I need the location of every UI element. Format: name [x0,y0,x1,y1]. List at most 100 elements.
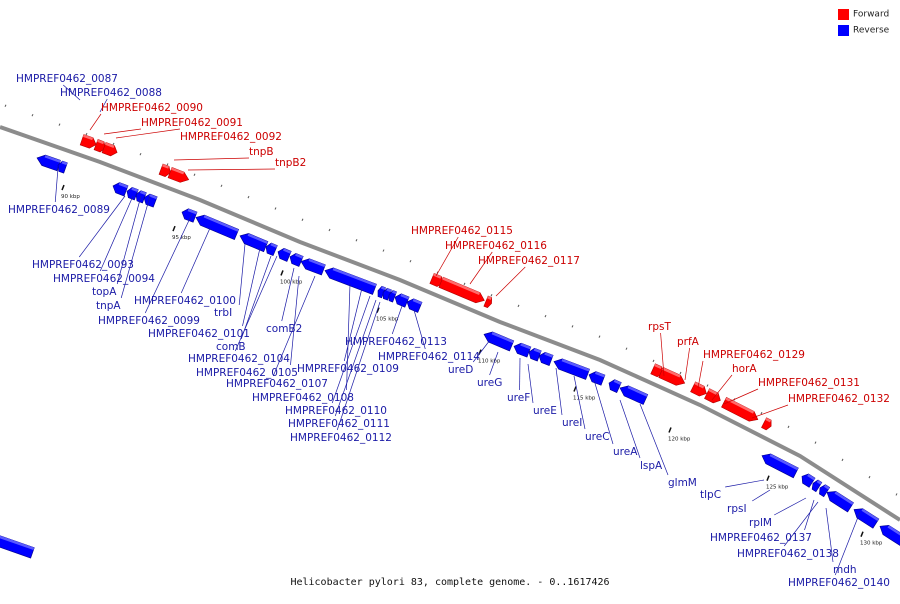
gene-label[interactable]: comB2 [266,323,302,335]
reverse-feature[interactable] [299,256,325,275]
forward-feature[interactable] [168,167,191,184]
legend-reverse-swatch [838,25,849,36]
gene-label[interactable]: HMPREF0462_0100 [134,295,236,307]
reverse-feature[interactable] [552,356,590,379]
reverse-feature[interactable] [618,383,648,405]
gene-label[interactable]: HMPREF0462_0094 [53,273,155,285]
gene-label[interactable]: ureF [507,392,530,404]
minor-tick [707,385,708,387]
gene-label[interactable]: HMPREF0462_0099 [98,315,200,327]
gene-label[interactable]: rpsI [727,503,747,515]
gene-label[interactable]: lspA [640,460,663,472]
gene-label[interactable]: ureA [613,446,638,458]
gene-label[interactable]: HMPREF0462_0108 [252,392,354,404]
gene-label[interactable]: tnpB [249,146,274,158]
gene-label[interactable]: HMPREF0462_0137 [710,532,812,544]
gene-label[interactable]: horA [732,363,757,375]
leader-line [239,244,245,305]
gene-label[interactable]: ureG [477,377,502,389]
gene-label[interactable]: HMPREF0462_0090 [101,102,203,114]
gene-label[interactable]: HMPREF0462_0132 [788,393,890,405]
leader-line [725,480,764,487]
gene-label[interactable]: mdh [833,564,857,576]
gene-label[interactable]: HMPREF0462_0138 [737,548,839,560]
gene-label[interactable]: HMPREF0462_0131 [758,377,860,389]
leader-line [496,267,525,296]
minor-tick [194,174,195,176]
gene-label[interactable]: HMPREF0462_0110 [285,405,387,417]
reverse-feature[interactable] [824,488,854,512]
forward-feature[interactable] [762,418,774,431]
gene-label[interactable]: HMPREF0462_0113 [345,336,447,348]
gene-label[interactable]: HMPREF0462_0089 [8,204,110,216]
gene-label[interactable]: rplM [749,517,772,529]
gene-label[interactable]: HMPREF0462_0115 [411,225,513,237]
gene-label-layer: HMPREF0462_0087 HMPREF0462_0088 HMPREF0462… [8,73,890,589]
reverse-feature[interactable] [587,370,605,386]
reverse-feature[interactable] [607,378,622,393]
gene-label[interactable]: HMPREF0462_0112 [290,432,392,444]
gene-label[interactable]: topA [92,286,117,298]
gene-label[interactable]: HMPREF0462_0104 [188,353,290,365]
leader-line [712,375,732,400]
gene-label[interactable]: prfA [677,336,700,348]
minor-tick [896,493,897,495]
gene-label[interactable]: HMPREF0462_0129 [703,349,805,361]
reverse-feature[interactable] [111,181,128,196]
legend-forward: Forward [838,9,889,20]
map-caption: Helicobacter pylori 83, complete genome.… [0,577,900,588]
minor-tick [356,239,357,241]
gene-label[interactable]: tlpC [700,489,721,501]
minor-tick [275,208,276,210]
leader-line [55,168,58,202]
forward-feature[interactable] [659,367,687,388]
reverse-feature[interactable] [194,212,239,239]
gene-label[interactable]: trbI [214,307,232,319]
gene-label[interactable]: ureC [585,431,610,443]
leader-line [685,348,690,380]
reverse-feature[interactable] [35,153,60,171]
gene-label[interactable]: HMPREF0462_0109 [297,363,399,375]
gene-label[interactable]: HMPREF0462_0091 [141,117,243,129]
gene-label[interactable]: HMPREF0462_0088 [60,87,162,99]
gene-label[interactable]: HMPREF0462_0117 [478,255,580,267]
reverse-feature[interactable] [760,451,799,478]
gene-label[interactable]: ureI [562,417,582,429]
minor-tick [491,294,492,296]
gene-label[interactable]: HMPREF0462_0092 [180,131,282,143]
gene-label[interactable]: HMPREF0462_0101 [148,328,250,340]
tick: 110 kbp [478,350,501,365]
reverse-feature[interactable] [238,231,268,252]
reverse-feature[interactable] [276,247,291,262]
gene-label[interactable]: HMPREF0462_0087 [16,73,118,85]
forward-feature[interactable] [705,389,723,406]
minor-tick [221,185,222,187]
gene-label[interactable]: HMPREF0462_0111 [288,418,390,430]
tick-label: 90 kbp [61,194,80,200]
minor-tick [32,114,33,116]
gene-label[interactable]: HMPREF0462_0093 [32,259,134,271]
gene-label[interactable]: ureD [448,364,473,376]
minor-tick [626,348,627,350]
minor-tick [167,163,168,165]
gene-label[interactable]: glmM [668,477,697,489]
gene-label[interactable]: tnpB2 [275,157,306,169]
gene-label[interactable]: comB [216,341,246,353]
minor-tick [545,315,546,317]
forward-feature[interactable] [484,296,494,308]
gene-label[interactable]: HMPREF0462_0107 [226,378,328,390]
gene-label[interactable]: rpsT [648,321,671,333]
reverse-feature[interactable] [180,207,197,222]
leader-line [805,500,815,530]
reverse-feature[interactable] [482,329,514,351]
gene-label[interactable]: HMPREF0462_0116 [445,240,547,252]
gene-label[interactable]: HMPREF0462_0114 [378,351,480,363]
minor-tick [869,476,870,478]
tick: 130 kbp [860,532,883,547]
gene-label[interactable]: ureE [533,405,557,417]
gene-label[interactable]: tnpA [96,300,121,312]
minor-tick [815,442,816,444]
reverse-feature[interactable] [512,341,531,357]
reverse-feature[interactable] [0,533,34,558]
